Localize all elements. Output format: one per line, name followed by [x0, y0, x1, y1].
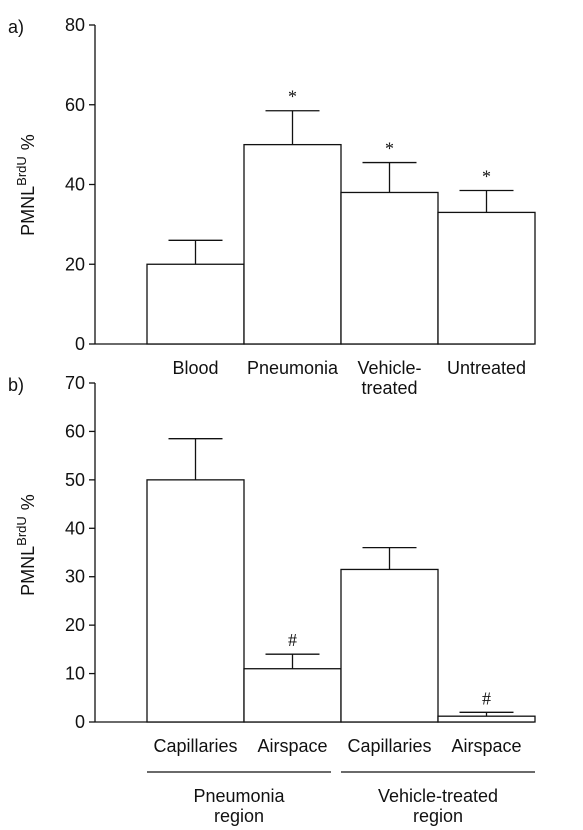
y-axis-label: PMNLBrdU%: [14, 134, 38, 236]
y-axis-label: PMNLBrdU%: [14, 494, 38, 596]
x-tick-label: Pneumonia: [247, 358, 339, 378]
significance-marker: #: [482, 688, 491, 708]
bar: [243, 668, 342, 723]
y-tick-label: 10: [65, 664, 85, 684]
y-tick-label: 0: [75, 334, 85, 354]
bar: [146, 479, 245, 723]
y-tick-label: 60: [65, 95, 85, 115]
y-tick-label: 40: [65, 518, 85, 538]
significance-marker: *: [288, 87, 297, 107]
x-tick-label: Airspace: [257, 736, 327, 756]
y-tick-label: 80: [65, 15, 85, 35]
bar: [340, 191, 439, 345]
x-tick-label: Capillaries: [347, 736, 431, 756]
y-tick-label: 20: [65, 615, 85, 635]
x-tick-label: Vehicle-treated: [357, 358, 421, 398]
y-label-main: PMNL: [18, 186, 38, 236]
y-label-sup: BrdU: [14, 516, 29, 546]
bar: [437, 211, 536, 345]
y-tick-label: 60: [65, 421, 85, 441]
significance-marker: #: [288, 630, 297, 650]
y-tick-label: 70: [65, 373, 85, 393]
bar: [340, 568, 439, 723]
y-label-unit: %: [18, 134, 38, 150]
x-tick-label: Untreated: [447, 358, 526, 378]
y-tick-label: 30: [65, 567, 85, 587]
significance-marker: *: [385, 139, 394, 159]
x-tick-label: Capillaries: [153, 736, 237, 756]
y-tick-label: 40: [65, 175, 85, 195]
bar: [146, 263, 245, 345]
y-label-main: PMNL: [18, 546, 38, 596]
bar: [243, 143, 342, 345]
bar: [437, 715, 536, 723]
y-label-unit: %: [18, 494, 38, 510]
significance-marker: *: [482, 166, 491, 186]
y-label-sup: BrdU: [14, 156, 29, 186]
y-tick-label: 20: [65, 254, 85, 274]
group-label: Pneumonia region: [193, 786, 285, 826]
group-label: Vehicle-treated region: [378, 786, 498, 826]
panel-label: a): [8, 17, 24, 37]
x-tick-label: Airspace: [451, 736, 521, 756]
y-tick-label: 0: [75, 712, 85, 732]
panel-label: b): [8, 375, 24, 395]
y-tick-label: 50: [65, 470, 85, 490]
x-tick-label: Blood: [172, 358, 218, 378]
